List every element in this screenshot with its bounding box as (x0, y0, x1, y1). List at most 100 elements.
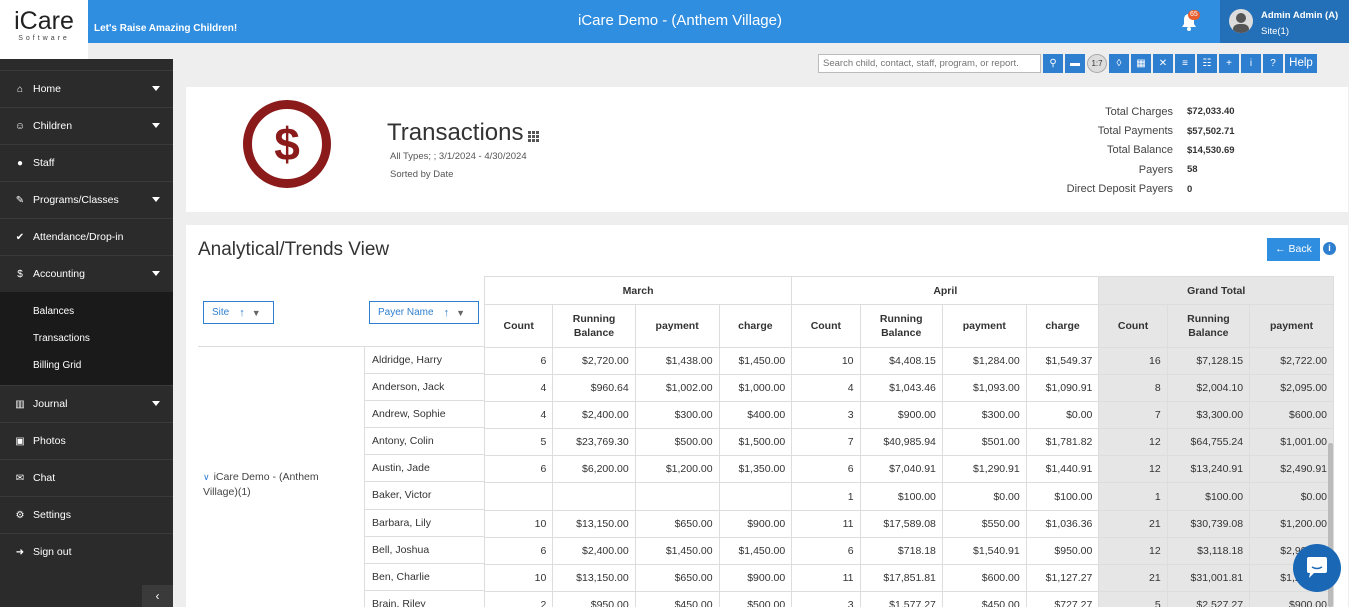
table-cell: $1,540.91 (941, 536, 1027, 565)
stat-row: Total Balance $14,530.69 (1026, 141, 1235, 160)
table-cell: $600.00 (941, 563, 1027, 592)
pencil-icon: ✎ (15, 194, 25, 206)
table-cell: 10 (791, 346, 861, 376)
drop-icon[interactable]: ◊ (1109, 53, 1129, 73)
table-cell: 4 (791, 374, 861, 403)
accounting-submenu: Balances Transactions Billing Grid (0, 292, 173, 385)
stat-label: Direct Deposit Payers (1066, 183, 1173, 196)
app-title: iCare Demo - (Anthem Village) (578, 12, 782, 29)
user-menu[interactable]: Admin Admin (A) Site(1) (1220, 0, 1349, 43)
sidebar-item-photos[interactable]: ▣ Photos (0, 422, 173, 459)
caret-down-icon (152, 123, 160, 128)
tagline: Let's Raise Amazing Children! (94, 23, 238, 34)
sidebar-item-label: Accounting (33, 268, 85, 280)
chart-icon[interactable]: ≡ (1175, 53, 1195, 73)
table-cell: $1,000.00 (718, 374, 793, 403)
table-cell: $600.00 (1249, 401, 1334, 430)
table-cell: 7 (791, 428, 861, 457)
table-row: 10 $13,150.00 $650.00 $900.00 11 $17,589.08 $5… (483, 509, 1334, 538)
table-cell: $1,200.00 (634, 455, 720, 484)
table-cell: $1,438.00 (634, 346, 720, 376)
column-header: charge (1025, 304, 1100, 348)
payer-name-cell[interactable]: Andrew, Sophie (364, 401, 484, 429)
caret-down-icon (152, 86, 160, 91)
grid-menu-icon[interactable] (528, 131, 539, 142)
sidebar-subitem-billing-grid[interactable]: Billing Grid (33, 360, 82, 371)
stat-label: Total Charges (1105, 105, 1173, 118)
sidebar-item-children[interactable]: ☺ Children (0, 107, 173, 144)
sidebar-item-accounting[interactable]: $ Accounting (0, 255, 173, 292)
grid-icon[interactable]: ☷ (1197, 53, 1217, 73)
ratio-button[interactable]: 1:7 (1087, 53, 1107, 73)
question-icon[interactable]: ? (1263, 53, 1283, 73)
sidebar-item-journal[interactable]: ▥ Journal (0, 385, 173, 422)
stat-value: $72,033.40 (1187, 106, 1235, 118)
payer-name-cell[interactable]: Ben, Charlie (364, 563, 484, 591)
table-cell: $450.00 (941, 590, 1027, 607)
help-button[interactable]: Help (1285, 53, 1317, 73)
sidebar-item-label: Settings (33, 509, 71, 521)
add-user-icon[interactable]: + (1219, 53, 1239, 73)
sidebar-item-chat[interactable]: ✉ Chat (0, 459, 173, 496)
calendar-icon[interactable]: ▦ (1131, 53, 1151, 73)
payer-name-cell[interactable]: Baker, Victor (364, 482, 484, 510)
table-cell: $3,300.00 (1166, 401, 1251, 430)
sidebar-item-programs[interactable]: ✎ Programs/Classes (0, 181, 173, 218)
sidebar-item-label: Programs/Classes (33, 194, 119, 206)
table-cell: $13,150.00 (552, 563, 636, 592)
sidebar-item-sign-out[interactable]: ➜ Sign out (0, 533, 173, 570)
table-cell: $1,001.00 (1249, 428, 1334, 457)
sidebar-collapse-button[interactable]: ‹ (142, 585, 173, 607)
column-header: Running Balance (552, 304, 636, 348)
table-cell: 12 (1098, 455, 1168, 484)
table-cell: $40,985.94 (859, 428, 943, 457)
table-cell: $300.00 (634, 401, 720, 430)
table-cell: $2,722.00 (1249, 346, 1334, 376)
vertical-scrollbar[interactable] (1328, 443, 1333, 607)
payer-name-cell[interactable]: Barbara, Lily (364, 509, 484, 537)
table-cell: 11 (791, 509, 861, 538)
column-header: Running Balance (859, 304, 943, 348)
payer-name-cell[interactable]: Anderson, Jack (364, 374, 484, 402)
sidebar-item-attendance[interactable]: ✔ Attendance/Drop-in (0, 218, 173, 255)
table-cell: $1,002.00 (634, 374, 720, 403)
payer-name-cell[interactable]: Bell, Joshua (364, 536, 484, 564)
column-header: Count (1098, 304, 1168, 348)
table-cell: 10 (483, 509, 554, 538)
user-name: Admin Admin (A) (1261, 10, 1339, 21)
toolbar: ⚲ ▬ 1:7 ◊ ▦ ✕ ≡ ☷ + i ? Help (818, 53, 1317, 73)
sidebar-item-staff[interactable]: ● Staff (0, 144, 173, 181)
tools-icon[interactable]: ✕ (1153, 53, 1173, 73)
table-cell: $100.00 (1025, 482, 1100, 511)
search-icon[interactable]: ⚲ (1043, 53, 1063, 73)
payer-name-cell[interactable]: Aldridge, Harry (364, 347, 484, 375)
app-logo[interactable]: iCare Software (0, 0, 88, 59)
site-group-label[interactable]: ∨ iCare Demo - (Anthem Village)(1) (203, 470, 353, 500)
cart-icon[interactable]: ▬ (1065, 53, 1085, 73)
payer-filter-button[interactable]: Payer Name ↑ ▼ (369, 301, 479, 324)
sidebar-subitem-balances[interactable]: Balances (33, 306, 75, 317)
table-cell: 6 (791, 536, 861, 565)
search-input[interactable] (818, 53, 1041, 73)
home-icon: ⌂ (16, 83, 24, 95)
table-cell: $550.00 (941, 509, 1027, 538)
info-icon[interactable]: i (1323, 242, 1336, 255)
payer-name-cell[interactable]: Brain, Riley (364, 590, 484, 607)
stat-value: $57,502.71 (1187, 125, 1235, 137)
sidebar-item-home[interactable]: ⌂ Home (0, 70, 173, 107)
info-icon[interactable]: i (1241, 53, 1261, 73)
chat-launcher-button[interactable] (1293, 544, 1341, 592)
site-filter-button[interactable]: Site ↑ ▼ (203, 301, 274, 324)
table-cell: $4,408.15 (859, 346, 943, 376)
table-cell: $960.64 (552, 374, 636, 403)
filter-summary: All Types; ; 3/1/2024 - 4/30/2024 (390, 151, 527, 162)
sidebar-subitem-transactions[interactable]: Transactions (33, 333, 90, 344)
back-button[interactable]: ← Back (1267, 238, 1320, 261)
month-header: April (791, 276, 1100, 305)
sidebar-item-settings[interactable]: ⚙ Settings (0, 496, 173, 533)
column-header: charge (718, 304, 793, 348)
payer-name-cell[interactable]: Austin, Jade (364, 455, 484, 483)
table-cell: $13,240.91 (1166, 455, 1251, 484)
payer-name-cell[interactable]: Antony, Colin (364, 428, 484, 456)
table-cell: 3 (791, 590, 861, 607)
